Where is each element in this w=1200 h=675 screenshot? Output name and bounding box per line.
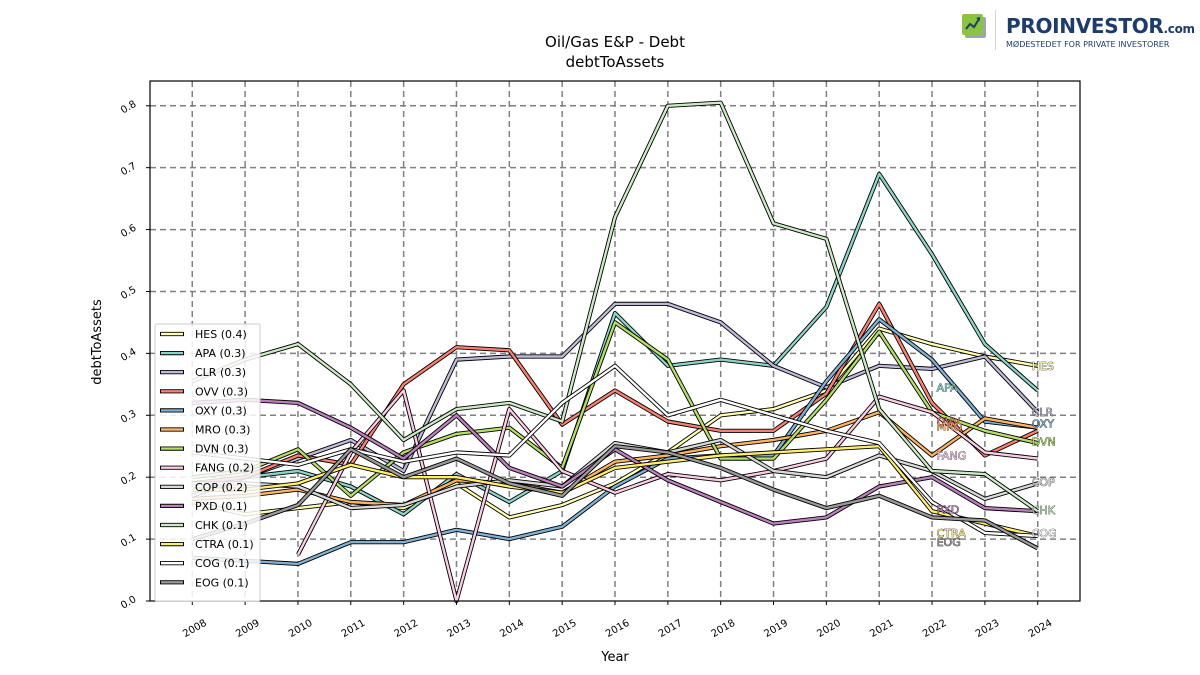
legend-entry: COP (0.2): [195, 481, 248, 494]
brand-tagline: MØDESTEDET FOR PRIVATE INVESTORER: [1006, 40, 1170, 49]
legend-entry: CHK (0.1): [195, 519, 248, 532]
series-line: [192, 321, 1038, 497]
series-line: [192, 318, 1038, 566]
series-eog: [191, 444, 1039, 551]
end-label: DVN: [1032, 435, 1056, 448]
end-label: OVV: [937, 415, 961, 428]
legend: HES (0.4) APA (0.3) CLR (0.3) OVV (0.3) OXY …: [154, 323, 261, 602]
legend-entry: CTRA (0.1): [195, 538, 254, 551]
end-label: CTRA: [937, 527, 967, 540]
series-line: [192, 445, 1038, 538]
series-chk: [191, 100, 1039, 513]
x-axis-label: Year: [600, 650, 629, 665]
series-ovv: [192, 301, 1039, 486]
chart-badge-icon: [962, 14, 986, 38]
series-line: [191, 445, 1039, 550]
legend-entry: APA (0.3): [195, 347, 246, 360]
x-tick-label: 2012: [393, 618, 421, 640]
end-label: HES: [1032, 360, 1054, 373]
y-tick-label: 0.0: [119, 594, 138, 611]
series-line: [192, 398, 1038, 525]
series-line: [192, 302, 1039, 485]
x-tick-label: 2013: [445, 618, 473, 640]
end-label: OXY: [1032, 417, 1054, 430]
end-label: COG: [1032, 527, 1057, 540]
brand-logo-block: PROINVESTOR.com MØDESTEDET FOR PRIVATE I…: [962, 10, 1195, 52]
y-tick-label: 0.3: [119, 408, 138, 425]
series-cog: [192, 363, 1038, 539]
brand-name: PROINVESTOR.com: [1006, 14, 1195, 38]
y-tick-label: 0.2: [119, 470, 138, 487]
x-tick-label: 2014: [498, 618, 526, 640]
y-tick-label: 0.1: [119, 532, 138, 549]
brand-name-text: PROINVESTOR: [1006, 14, 1164, 38]
x-tick-label: 2019: [763, 618, 791, 640]
x-tick-label: 2018: [710, 618, 738, 640]
x-tick-label: 2016: [604, 618, 632, 640]
end-label: EOG: [937, 536, 961, 549]
x-tick-label: 2017: [657, 618, 685, 640]
series-line: [191, 302, 1039, 497]
legend-entry: EOG (0.1): [195, 576, 249, 589]
end-label: COP: [1032, 476, 1055, 489]
legend-entry: DVN (0.3): [195, 443, 249, 456]
x-tick-label: 2015: [551, 618, 579, 640]
x-tick-label: 2011: [340, 618, 368, 640]
legend-entry: CLR (0.3): [195, 366, 246, 379]
legend-entry: OVV (0.3): [195, 385, 248, 398]
end-label: PXD: [937, 503, 960, 516]
x-tick-label: 2024: [1027, 618, 1055, 640]
legend-entry: HES (0.4): [195, 328, 247, 341]
y-tick-label: 0.8: [119, 99, 138, 116]
x-tick-label: 2021: [868, 618, 896, 640]
legend-entry: PXD (0.1): [195, 500, 247, 513]
series-line: [192, 364, 1038, 538]
series-line: [191, 101, 1039, 513]
end-label: FANG: [937, 450, 967, 463]
end-label: MRO: [937, 420, 963, 433]
x-tick-label: 2009: [234, 618, 262, 640]
y-tick-label: 0.6: [119, 223, 138, 240]
x-tick-label: 2010: [287, 618, 315, 640]
legend-entry: MRO (0.3): [195, 424, 250, 437]
x-tick-label: 2020: [815, 618, 843, 640]
y-tick-label: 0.5: [119, 285, 138, 302]
legend-entry: COG (0.1): [195, 557, 249, 570]
brand-suffix: .com: [1163, 22, 1196, 36]
y-tick-label: 0.7: [119, 161, 138, 178]
grid: [150, 81, 1080, 601]
end-label: CLR: [1032, 406, 1054, 419]
series-oxy: [192, 317, 1038, 567]
end-label: CHK: [1032, 504, 1056, 517]
series-dvn: [192, 320, 1039, 498]
series-ctra: [192, 444, 1039, 539]
series-clr: [191, 301, 1040, 498]
series-pxd: [192, 397, 1038, 526]
chart-subtitle: debtToAssets: [566, 53, 665, 71]
legend-entry: FANG (0.2): [195, 462, 254, 475]
end-label: APA: [937, 381, 958, 394]
y-tick-label: 0.4: [119, 346, 138, 363]
x-tick-label: 2022: [921, 618, 949, 640]
y-axis-label: debtToAssets: [90, 299, 105, 385]
series-lines: [191, 100, 1040, 604]
brand-divider: [995, 10, 996, 50]
legend-entry: OXY (0.3): [195, 404, 247, 417]
chart-title: Oil/Gas E&P - Debt: [545, 33, 685, 51]
x-tick-label: 2023: [974, 618, 1002, 640]
x-tick-label: 2008: [181, 618, 209, 640]
